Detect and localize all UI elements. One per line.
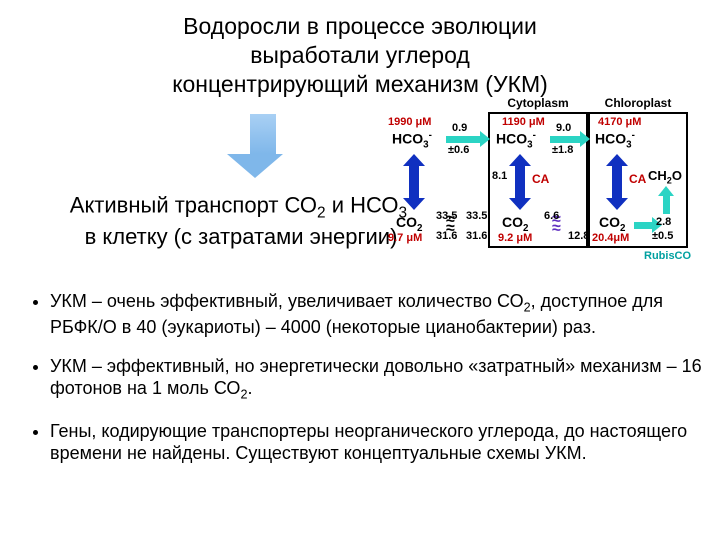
species-ch2o: CH2O — [648, 168, 682, 186]
flux-value: 0.9 — [452, 122, 467, 134]
text: HCO — [595, 131, 626, 147]
species-ext-hco3: HCO3- — [392, 130, 432, 150]
list-item: УКМ – очень эффективный, увеличивает кол… — [50, 290, 714, 339]
bullet-text: УКМ – очень эффективный, увеличивает кол… — [50, 291, 524, 311]
flux-value: 6.6 — [544, 210, 559, 222]
flux-value: 33.5 — [436, 210, 457, 222]
species-ext-co2: CO2 — [396, 214, 422, 234]
equilibrium-arrow-icon — [409, 166, 419, 198]
transport-arrow-icon — [446, 136, 480, 143]
bullet-list: УКМ – очень эффективный, увеличивает кол… — [28, 290, 714, 481]
slide: Водоросли в процессе эволюции выработали… — [0, 0, 720, 540]
title-line: концентрирующий механизм (УКМ) — [172, 71, 548, 97]
conc-cyt-co2: 9.2 μM — [498, 232, 532, 244]
flux-value: 2.8 — [656, 216, 671, 228]
species-cyt-co2: CO2 — [502, 214, 528, 234]
ca-label: CA — [629, 172, 646, 186]
text: O — [672, 168, 682, 183]
title-line: Водоросли в процессе эволюции — [183, 13, 537, 39]
text: CO — [502, 214, 523, 230]
flux-value: ±1.8 — [552, 144, 573, 156]
page-title: Водоросли в процессе эволюции выработали… — [60, 12, 660, 98]
conc-chl-co2: 20.4μM — [592, 232, 629, 244]
text: HCO — [496, 131, 527, 147]
text: CO — [396, 214, 417, 230]
ccm-diagram: Cytoplasm Chloroplast 1990 μM HCO3- CO2 … — [354, 102, 696, 272]
list-item: УКМ – эффективный, но энергетически дово… — [50, 355, 714, 404]
bullet-text: . — [247, 378, 252, 398]
conc-ext-co2: 9.7 μM — [388, 232, 422, 244]
list-item: Гены, кодирующие транспортеры неорганиче… — [50, 420, 714, 465]
species-chl-co2: CO2 — [599, 214, 625, 234]
flux-value: 8.1 — [492, 170, 507, 182]
ca-label: CA — [532, 172, 549, 186]
species-chl-hco3: HCO3- — [595, 130, 635, 150]
subtitle-text: Активный транспорт СО — [70, 192, 317, 217]
chloroplast-label: Chloroplast — [590, 96, 686, 110]
text: CH — [648, 168, 667, 183]
equilibrium-arrow-icon — [515, 166, 525, 198]
flux-value: 33.5 — [466, 210, 487, 222]
text: CO — [599, 214, 620, 230]
text: HCO — [392, 131, 423, 147]
text: 3 — [626, 139, 631, 150]
rubisco-label: RubisCO — [644, 250, 691, 262]
conc-ext-hco3: 1990 μM — [388, 116, 431, 128]
equilibrium-arrow-icon — [612, 166, 622, 198]
cytoplasm-label: Cytoplasm — [490, 96, 586, 110]
flux-value: 12.8 — [568, 230, 589, 242]
text: 3 — [423, 139, 428, 150]
bullet-text: УКМ – эффективный, но энергетически дово… — [50, 356, 702, 399]
flux-value: ±0.6 — [448, 144, 469, 156]
flux-value: 9.0 — [556, 122, 571, 134]
text: 3 — [527, 139, 532, 150]
conc-cyt-hco3: 1190 μM — [502, 116, 545, 128]
flux-arrow-icon — [634, 222, 652, 229]
text: - — [429, 130, 432, 141]
text: - — [632, 130, 635, 141]
down-arrow-icon — [242, 114, 283, 178]
transport-arrow-icon — [550, 136, 580, 143]
conc-chl-hco3: 4170 μM — [598, 116, 641, 128]
rubisco-arrow-icon — [663, 196, 670, 214]
flux-value: 31.6 — [466, 230, 487, 242]
subtitle-text: в клетку (с затратами энергии) — [85, 224, 398, 249]
flux-value: ±0.5 — [652, 230, 673, 242]
flux-value: 31.6 — [436, 230, 457, 242]
bullet-text: Гены, кодирующие транспортеры неорганиче… — [50, 421, 687, 464]
species-cyt-hco3: HCO3- — [496, 130, 536, 150]
text: - — [533, 130, 536, 141]
title-line: выработали углерод — [250, 42, 470, 68]
